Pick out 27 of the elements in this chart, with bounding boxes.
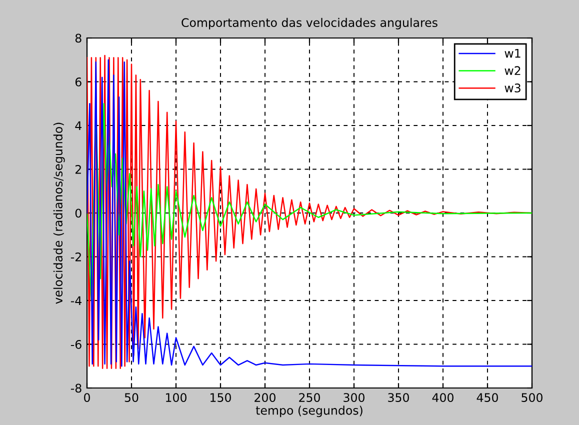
legend-label: w1 — [504, 48, 520, 58]
y-tick-label: 4 — [75, 121, 82, 130]
y-tick-label: 6 — [75, 77, 82, 86]
y-tick-label: -8 — [70, 384, 82, 393]
legend-label: w3 — [504, 83, 520, 92]
y-tick-label: -4 — [70, 296, 82, 305]
x-tick-label: 0 — [84, 393, 90, 402]
y-axis-title: velocidade (radianos/segundo) — [53, 122, 65, 304]
y-tick-label: -6 — [70, 340, 82, 349]
x-tick-label: 200 — [254, 393, 276, 402]
y-tick-label: -2 — [70, 252, 81, 262]
y-tick-label: 0 — [75, 208, 82, 218]
chart-title: Comportamento das velocidades angulares — [182, 18, 438, 30]
x-tick-label: 250 — [299, 393, 320, 402]
x-tick-label: 450 — [476, 393, 498, 402]
y-tick-label: 2 — [75, 164, 81, 174]
x-tick-label: 400 — [432, 393, 454, 402]
x-tick-label: 350 — [388, 393, 409, 402]
y-tick-label: 8 — [75, 34, 82, 43]
x-tick-label: 150 — [210, 393, 231, 402]
line-series — [87, 103, 532, 302]
x-axis-title: tempo (segundos) — [256, 406, 362, 418]
x-tick-label: 500 — [522, 393, 542, 402]
x-tick-label: 300 — [344, 393, 364, 402]
x-tick-label: 100 — [166, 393, 186, 402]
x-tick-label: 50 — [124, 393, 138, 402]
legend-label: w2 — [504, 66, 520, 75]
